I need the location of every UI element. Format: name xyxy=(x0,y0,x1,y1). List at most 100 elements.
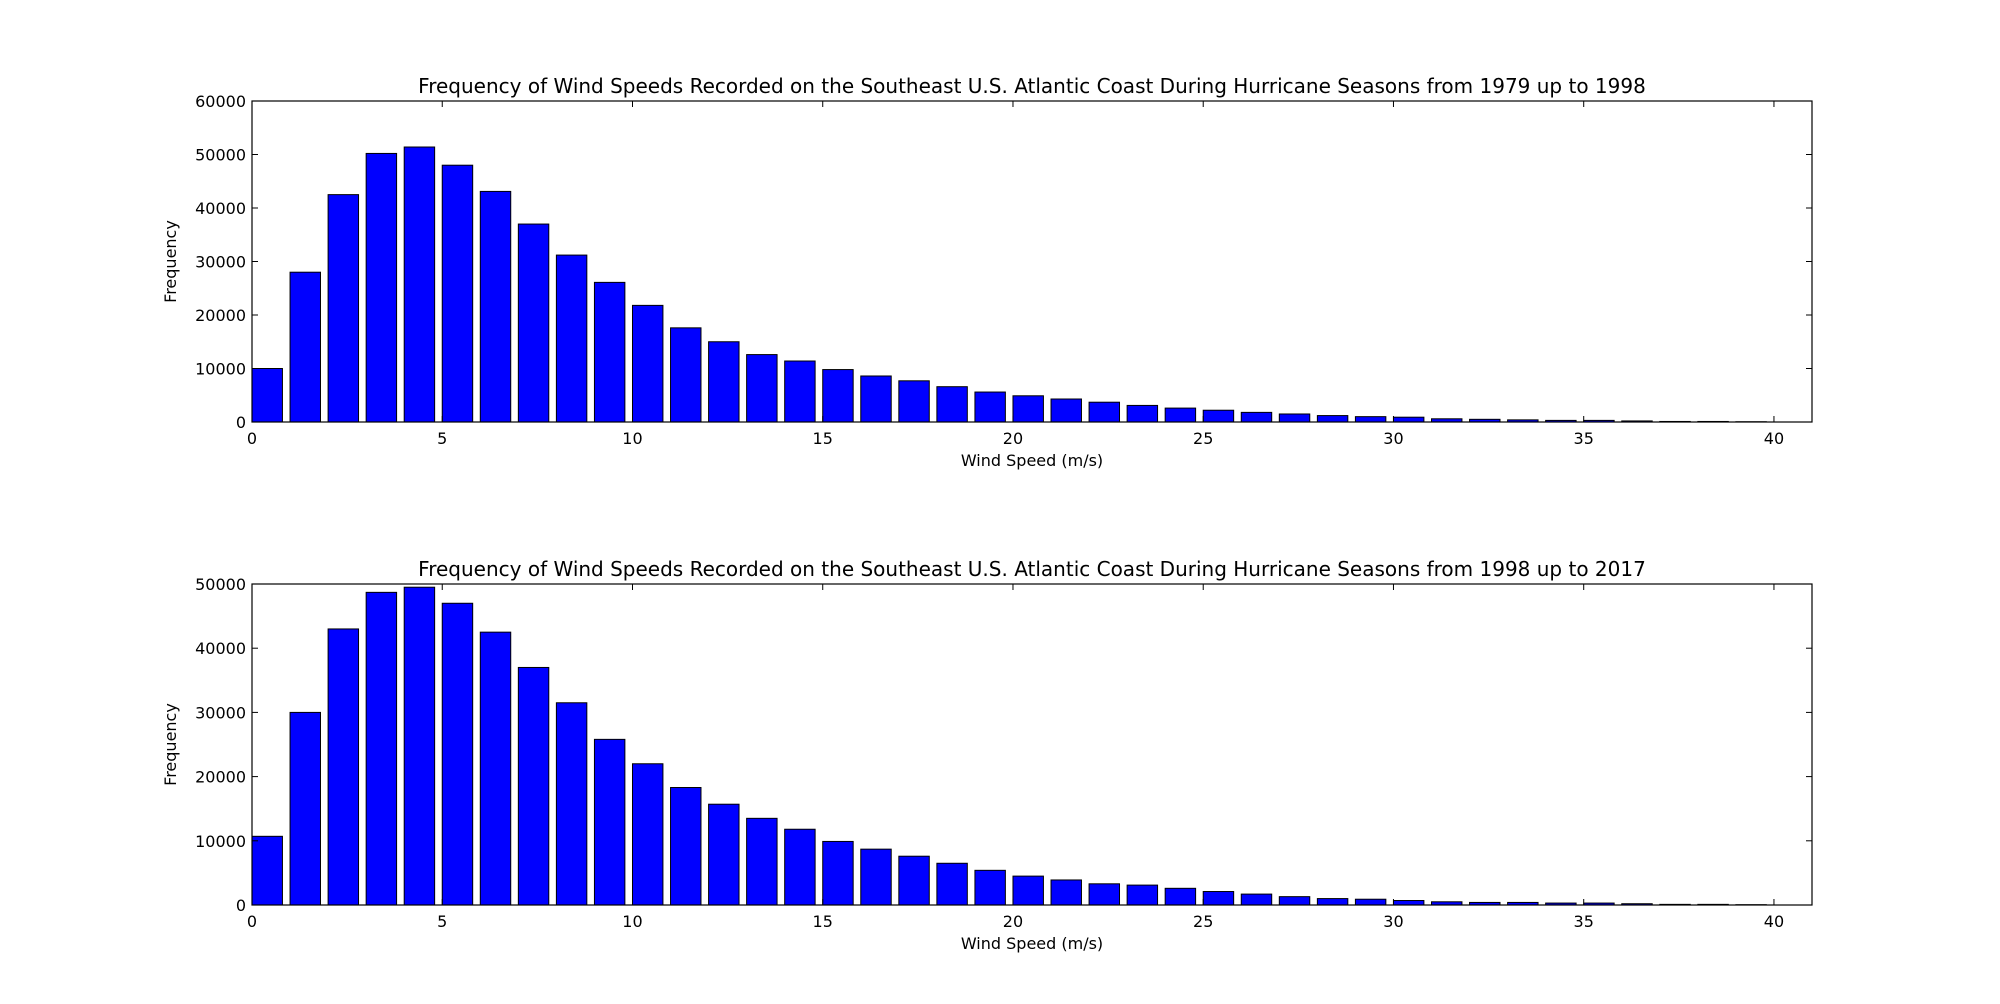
x-tick-label: 20 xyxy=(1003,912,1023,931)
y-tick-label: 50000 xyxy=(195,146,246,165)
bar xyxy=(1317,899,1347,905)
bar xyxy=(823,841,853,905)
bar xyxy=(518,224,548,422)
x-tick-label: 35 xyxy=(1574,429,1594,448)
bar xyxy=(1127,405,1157,422)
bar xyxy=(1393,417,1423,422)
x-tick-label: 35 xyxy=(1574,912,1594,931)
bar xyxy=(594,739,624,905)
x-tick-label: 10 xyxy=(622,912,642,931)
y-tick-label: 60000 xyxy=(195,92,246,111)
bar xyxy=(709,804,739,905)
bar xyxy=(1203,892,1233,905)
bar xyxy=(823,370,853,422)
bar xyxy=(442,603,472,905)
x-tick-label: 20 xyxy=(1003,429,1023,448)
x-axis-label: Wind Speed (m/s) xyxy=(961,451,1103,470)
bar xyxy=(632,764,662,905)
bar xyxy=(480,191,510,422)
y-tick-label: 20000 xyxy=(195,768,246,787)
bar xyxy=(252,836,282,905)
bar xyxy=(861,849,891,905)
bar xyxy=(328,629,358,905)
x-tick-label: 0 xyxy=(247,912,257,931)
bar xyxy=(290,272,320,422)
bar xyxy=(1241,412,1271,422)
bar xyxy=(671,328,701,422)
bar xyxy=(899,856,929,905)
bar xyxy=(747,355,777,422)
y-tick-label: 50000 xyxy=(195,575,246,594)
bar xyxy=(899,381,929,422)
bar xyxy=(785,829,815,905)
x-tick-label: 40 xyxy=(1764,912,1784,931)
x-tick-label: 25 xyxy=(1193,912,1213,931)
bar xyxy=(1279,414,1309,422)
bar xyxy=(1013,876,1043,905)
bar xyxy=(1165,408,1195,422)
bar xyxy=(1013,396,1043,422)
bar xyxy=(975,870,1005,905)
bar xyxy=(937,387,967,422)
bar xyxy=(1203,410,1233,422)
bar xyxy=(252,369,282,423)
bar xyxy=(632,305,662,422)
bar xyxy=(366,153,396,422)
x-axis-label: Wind Speed (m/s) xyxy=(961,934,1103,953)
x-tick-label: 30 xyxy=(1383,429,1403,448)
y-tick-label: 10000 xyxy=(195,360,246,379)
bar xyxy=(404,147,434,422)
bar xyxy=(1051,880,1081,905)
y-tick-label: 20000 xyxy=(195,306,246,325)
bar xyxy=(290,712,320,905)
x-tick-label: 10 xyxy=(622,429,642,448)
x-tick-label: 0 xyxy=(247,429,257,448)
chart-title: Frequency of Wind Speeds Recorded on the… xyxy=(418,74,1646,98)
x-tick-label: 15 xyxy=(813,429,833,448)
bar xyxy=(1279,897,1309,905)
x-tick-label: 30 xyxy=(1383,912,1403,931)
bar xyxy=(1089,884,1119,905)
y-axis-label: Frequency xyxy=(161,703,180,786)
bar xyxy=(518,667,548,905)
y-tick-label: 30000 xyxy=(195,253,246,272)
y-tick-label: 0 xyxy=(236,413,246,432)
bar xyxy=(1355,417,1385,422)
x-tick-label: 5 xyxy=(437,429,447,448)
chart-title: Frequency of Wind Speeds Recorded on the… xyxy=(418,557,1646,581)
bar xyxy=(709,342,739,422)
bar xyxy=(442,165,472,422)
bar xyxy=(1355,899,1385,905)
bar xyxy=(671,788,701,905)
bar xyxy=(861,376,891,422)
bar xyxy=(1317,416,1347,422)
chart-panel-2: 0 5 10 15 20 25 30 35 40 0 10000 20000 30000 40000 500… xyxy=(161,557,1812,953)
y-tick-label: 40000 xyxy=(195,199,246,218)
bar xyxy=(594,282,624,422)
bar xyxy=(1127,885,1157,905)
x-tick-label: 25 xyxy=(1193,429,1213,448)
bar xyxy=(1051,399,1081,422)
y-tick-label: 0 xyxy=(236,896,246,915)
bar xyxy=(785,361,815,422)
y-axis-label: Frequency xyxy=(161,220,180,303)
x-tick-label: 5 xyxy=(437,912,447,931)
bar xyxy=(328,195,358,422)
bar xyxy=(556,703,586,905)
bar xyxy=(937,863,967,905)
bar xyxy=(747,818,777,905)
bar xyxy=(366,592,396,905)
bar xyxy=(1241,894,1271,905)
bar xyxy=(480,632,510,905)
bar xyxy=(404,587,434,905)
y-tick-label: 40000 xyxy=(195,639,246,658)
x-tick-label: 15 xyxy=(813,912,833,931)
y-tick-label: 10000 xyxy=(195,832,246,851)
bar xyxy=(1089,402,1119,422)
bar xyxy=(1393,901,1423,905)
bar xyxy=(975,392,1005,422)
y-tick-label: 30000 xyxy=(195,703,246,722)
